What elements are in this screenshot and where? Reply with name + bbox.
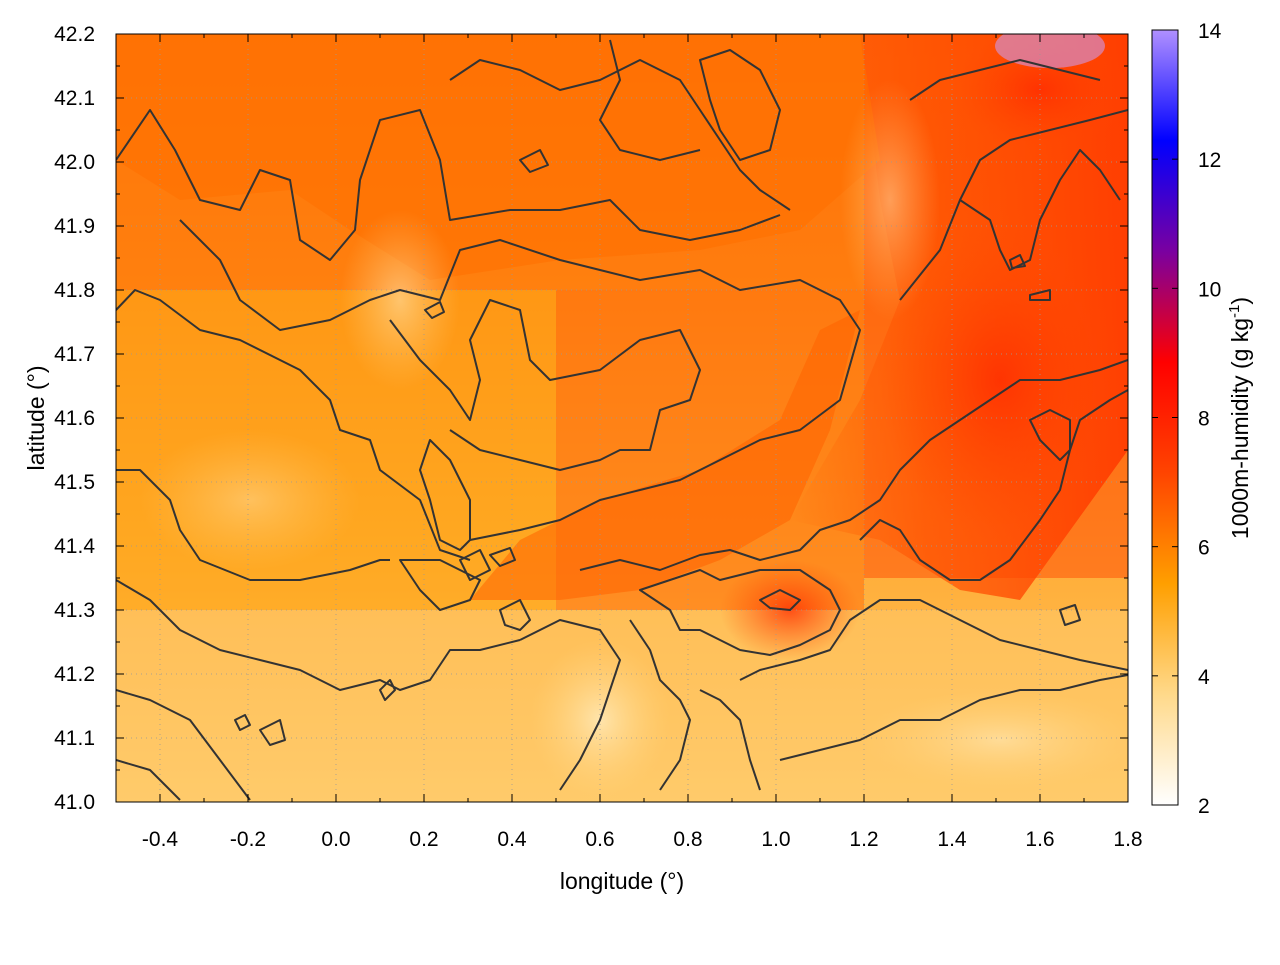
contour-line	[116, 289, 471, 561]
contour-line	[579, 359, 1128, 571]
contour-line	[519, 619, 621, 791]
contour-line	[909, 59, 1101, 101]
colorbar-tick-labels: 2 4 6 8 10 12 14	[1198, 20, 1222, 818]
contour-line	[399, 559, 481, 611]
colorbar-ticks	[1152, 29, 1178, 806]
x-tick-label: 0.2	[409, 828, 438, 851]
colorbar: 2 4 6 8 10 12 14 1000m-humidity (g kg-1)	[1151, 20, 1253, 818]
y-tick-label: 42.1	[54, 87, 95, 110]
contour-line	[116, 469, 390, 581]
contour-line	[779, 674, 1128, 761]
contour-line	[519, 149, 549, 173]
contour-line	[1009, 254, 1026, 269]
contour-line	[459, 549, 491, 581]
dry-spot-southeast	[860, 690, 1128, 790]
colorbar-title: 1000m-humidity (g kg-1)	[1226, 297, 1253, 539]
contour-line	[424, 301, 445, 319]
colorbar-tick-label: 6	[1198, 537, 1210, 560]
x-tick-label: -0.2	[230, 828, 266, 851]
contour-line	[234, 714, 251, 731]
y-tick-label: 41.1	[54, 727, 95, 750]
y-tick-label: 42.0	[54, 151, 95, 174]
y-tick-label: 41.2	[54, 663, 95, 686]
contour-line	[116, 689, 251, 801]
contour-line	[1029, 289, 1051, 301]
contour-line	[629, 619, 691, 791]
contour-line	[699, 689, 761, 791]
contour-line	[759, 589, 801, 611]
contour-line	[1059, 604, 1081, 626]
x-tick-label: 1.8	[1113, 828, 1142, 851]
colorbar-tick-label: 10	[1198, 278, 1221, 301]
y-tick-label: 41.6	[54, 407, 95, 430]
y-tick-label: 42.2	[54, 23, 95, 46]
x-tick-label: 0.4	[497, 828, 527, 851]
y-tick-labels: 41.0 41.1 41.2 41.3 41.4 41.5 41.6 41.7 41.8 41.9…	[54, 23, 95, 814]
axis-ticks	[115, 33, 1129, 803]
y-axis-title: latitude (°)	[23, 365, 49, 470]
contour-line	[116, 109, 781, 261]
contour-line	[739, 599, 1128, 681]
colorbar-title-main: 1000m-humidity (g kg	[1227, 318, 1253, 539]
contour-line	[449, 59, 791, 211]
contour-line	[116, 579, 521, 691]
dry-spot-west	[140, 430, 360, 570]
x-tick-label: 1.6	[1025, 828, 1054, 851]
central-diagonal-overlay	[470, 310, 860, 600]
y-tick-label: 41.7	[54, 343, 95, 366]
y-tick-label: 41.4	[54, 535, 95, 558]
contour-line	[489, 547, 516, 567]
x-tick-labels: -0.4 -0.2 0.0 0.2 0.4 0.6 0.8 1.0 1.2 1.4 1.6 1.8	[142, 828, 1143, 851]
contour-line	[179, 219, 861, 541]
plot-area	[116, 34, 1128, 802]
x-tick-label: 0.8	[673, 828, 702, 851]
contour-lines	[116, 39, 1128, 801]
colorbar-tick-label: 12	[1198, 149, 1221, 172]
x-axis-title: longitude (°)	[560, 868, 684, 894]
x-tick-label: -0.4	[142, 828, 179, 851]
colorbar-tick-label: 8	[1198, 408, 1210, 431]
colorbar-tick-label: 2	[1198, 795, 1210, 818]
y-tick-label: 41.3	[54, 599, 95, 622]
y-tick-label: 41.9	[54, 215, 95, 238]
north-overlay	[116, 34, 880, 280]
y-tick-label: 41.5	[54, 471, 95, 494]
contour-line	[116, 759, 181, 801]
colorbar-title-superscript: -1	[1226, 305, 1243, 318]
contour-line	[389, 299, 701, 471]
peak-spot-northeast	[995, 34, 1105, 68]
contour-line	[1029, 409, 1071, 461]
y-tick-label: 41.0	[54, 791, 95, 814]
contour-line	[499, 599, 531, 631]
contour-line	[699, 49, 781, 161]
contour-line	[959, 149, 1121, 271]
x-tick-label: 1.4	[937, 828, 967, 851]
dry-spot-northeast	[840, 80, 940, 320]
contour-line	[259, 719, 286, 746]
x-tick-label: 1.2	[849, 828, 878, 851]
contour-line	[419, 439, 471, 551]
contour-line	[639, 569, 841, 656]
contour-line	[899, 109, 1128, 301]
contour-line	[379, 679, 396, 701]
x-tick-label: 1.0	[761, 828, 790, 851]
contour-line	[859, 389, 1128, 581]
x-tick-label: 0.0	[321, 828, 350, 851]
x-tick-label: 0.6	[585, 828, 614, 851]
colorbar-tick-label: 4	[1198, 666, 1210, 689]
grid-lines	[116, 34, 1128, 802]
y-tick-label: 41.8	[54, 279, 95, 302]
dry-spot-central	[340, 210, 460, 390]
colorbar-title-close: )	[1227, 297, 1253, 305]
colorbar-tick-label: 14	[1198, 20, 1222, 43]
contour-line	[599, 39, 701, 161]
